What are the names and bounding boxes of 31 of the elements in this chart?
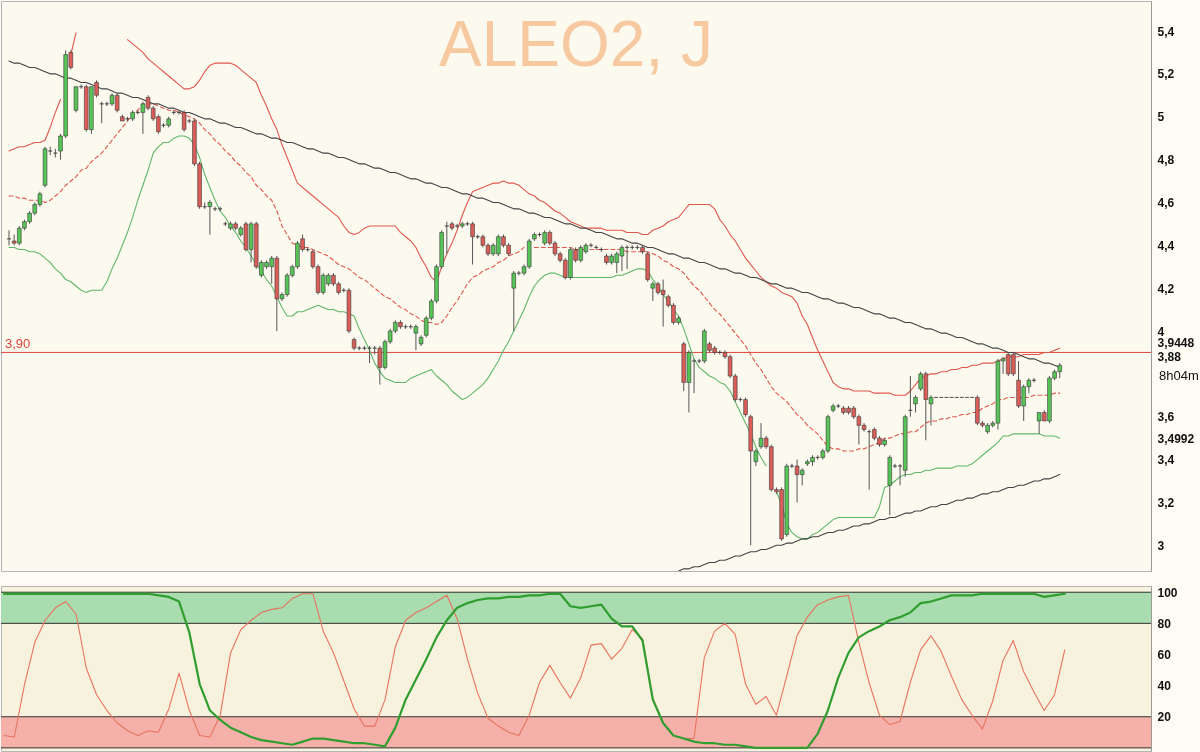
- candlestick: [743, 396, 748, 418]
- y-tick-label: 3,2: [1157, 495, 1175, 510]
- y-tick-label: 3,88: [1157, 350, 1182, 365]
- y-tick-label: 5,4: [1157, 24, 1175, 39]
- candlestick: [413, 324, 419, 351]
- y-tick-label: 4,4: [1157, 238, 1175, 253]
- y-tick-label: 60: [1157, 647, 1172, 662]
- y-tick-label: 5,2: [1157, 67, 1175, 82]
- y-tick-label: 40: [1157, 679, 1172, 694]
- y-tick-label: 4: [1157, 324, 1165, 339]
- y-tick-label: 3: [1157, 538, 1165, 553]
- candlestick: [212, 206, 218, 212]
- candlestick: [73, 86, 79, 113]
- line-series: [678, 474, 1061, 571]
- y-tick-label: 3,9448: [1157, 336, 1195, 351]
- y-tick-label: 5: [1157, 110, 1165, 125]
- chart-title: ALEO2, J: [439, 8, 713, 80]
- y-tick-label: 100: [1157, 585, 1178, 600]
- y-tick-label: 4,2: [1157, 281, 1175, 296]
- candlestick: [181, 109, 187, 133]
- y-tick-label: 20: [1157, 710, 1172, 725]
- candlestick: [6, 229, 12, 246]
- candlestick: [207, 199, 213, 236]
- y-tick-label: 3,6: [1157, 410, 1175, 425]
- y-tick-label: 80: [1157, 616, 1172, 631]
- text: 8h04m: [1159, 368, 1199, 384]
- y-tick-label: 4,6: [1157, 195, 1175, 210]
- y-tick-label: 3,4: [1157, 453, 1175, 468]
- y-tick-label: 4,8: [1157, 153, 1175, 168]
- y-tick-label: 3,4992: [1157, 431, 1195, 446]
- ref-line-label: 3,90: [5, 336, 31, 352]
